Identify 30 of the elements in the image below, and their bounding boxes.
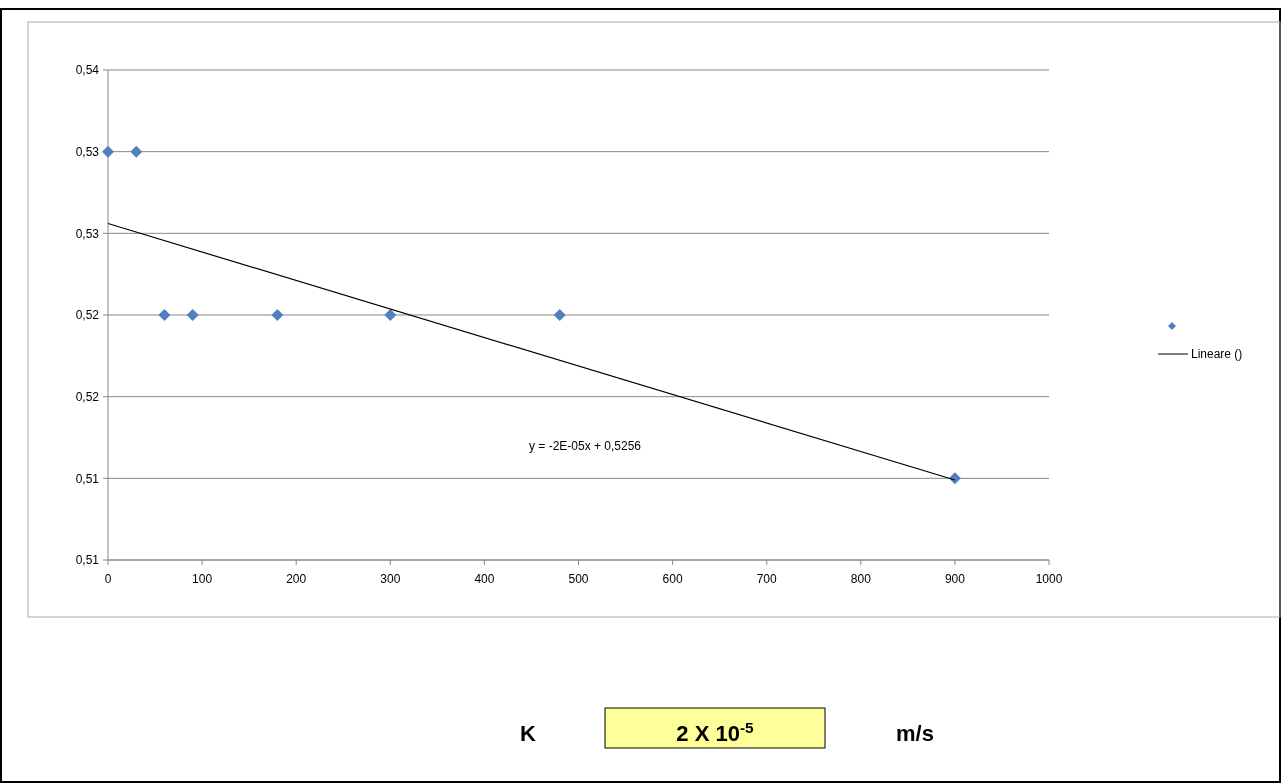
point (102, 145, 114, 158)
text: 2 X 10$^{-5}$ (676, 718, 755, 746)
y-tick-label: 0,53 (75, 144, 100, 159)
y-tick-label: 0,53 (75, 226, 100, 241)
y-tick-label: 0,51 (75, 471, 100, 486)
y-tick-label: 0,51 (75, 553, 100, 568)
y-tick-label: 0,54 (75, 63, 100, 78)
point (186, 309, 199, 321)
y-tick-label: 0,52 (75, 308, 100, 323)
point (271, 309, 284, 321)
legend-label: Lineare () (1191, 347, 1243, 362)
annotation: y = -2E-05x + 0,5256 (528, 439, 642, 453)
x-tick-label: 400 (474, 572, 495, 586)
point (158, 309, 171, 321)
x-tick-label: 600 (662, 572, 683, 586)
text: K (520, 721, 537, 746)
x-tick-label: 1000 (1035, 572, 1063, 586)
x-tick-label: 100 (192, 572, 213, 586)
x-tick-label: 500 (568, 572, 589, 586)
point (130, 145, 143, 158)
x-tick-label: 900 (944, 572, 966, 586)
point (384, 309, 397, 321)
x-tick-label: 800 (850, 572, 872, 586)
point (553, 309, 566, 321)
x-tick-label: 0 (104, 572, 112, 586)
x-tick-label: 200 (286, 572, 307, 586)
y-tick-label: 0,52 (75, 389, 100, 404)
x-tick-label: 300 (380, 572, 401, 586)
text: m/s (896, 721, 934, 746)
x-tick-label: 700 (756, 572, 778, 586)
